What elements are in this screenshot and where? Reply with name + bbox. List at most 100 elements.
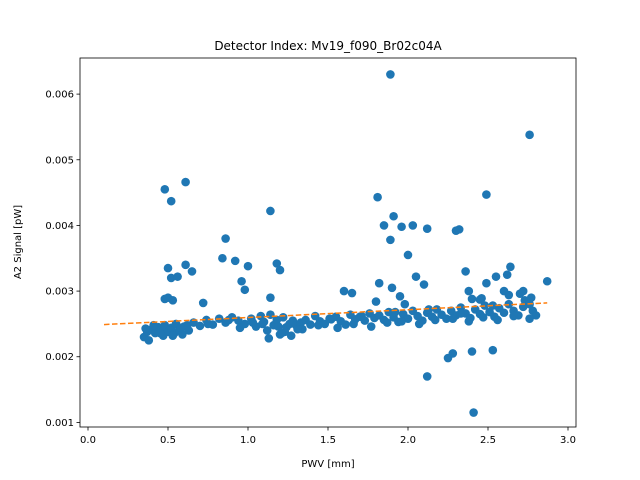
data-point: [357, 311, 366, 321]
x-tick-label: 3.0: [560, 435, 576, 446]
data-point: [422, 224, 432, 234]
data-point: [275, 265, 285, 275]
data-point: [499, 286, 509, 296]
data-point: [173, 272, 182, 281]
data-point: [155, 328, 165, 338]
data-point: [387, 283, 397, 293]
data-point: [414, 319, 424, 329]
x-tick-label: 0.5: [160, 435, 176, 446]
data-point: [349, 319, 358, 329]
data-point: [237, 276, 246, 286]
data-point: [230, 256, 240, 266]
data-point: [475, 295, 485, 304]
data-point: [379, 221, 389, 230]
data-point: [419, 280, 429, 289]
data-point: [144, 336, 154, 345]
data-point: [166, 273, 176, 283]
data-point: [506, 262, 515, 272]
data-point: [168, 295, 178, 305]
data-point: [430, 315, 440, 325]
data-point: [531, 311, 541, 320]
plot-area: [79, 57, 577, 428]
data-point: [235, 323, 245, 333]
y-axis-ticks: 0.001 0.002 0.003 0.004 0.005 0.006: [45, 90, 80, 429]
data-point: [325, 314, 334, 323]
data-point: [493, 315, 502, 325]
data-point: [163, 263, 173, 273]
y-tick-label: 0.006: [45, 90, 74, 101]
data-point: [390, 307, 400, 317]
axes-background: [80, 58, 576, 427]
data-point: [499, 308, 509, 318]
data-point: [502, 270, 512, 279]
data-point: [240, 285, 250, 295]
data-point: [374, 278, 384, 288]
data-point: [274, 322, 283, 331]
data-point: [181, 260, 190, 270]
data-point: [467, 347, 477, 356]
data-point: [258, 319, 267, 329]
data-point: [198, 298, 208, 308]
x-tick-label: 2.0: [400, 435, 416, 446]
data-point: [371, 297, 381, 306]
data-point: [218, 253, 227, 263]
data-point: [195, 321, 205, 331]
data-point: [411, 272, 421, 281]
data-point: [224, 315, 234, 325]
data-point: [482, 190, 491, 199]
data-point: [464, 316, 474, 326]
fit-layer: [103, 302, 548, 326]
data-point: [149, 320, 158, 330]
x-axis-ticks: 0.0 0.5 1.0 1.5 2.0 2.5 3.0: [80, 427, 576, 446]
x-tick-label: 2.5: [480, 435, 496, 446]
data-point: [278, 313, 288, 322]
data-point: [341, 320, 350, 329]
data-point: [491, 272, 501, 281]
data-point: [178, 330, 187, 339]
data-point: [286, 331, 296, 341]
data-point: [386, 235, 395, 245]
data-point: [166, 196, 176, 206]
data-point: [382, 318, 392, 327]
data-point: [525, 314, 534, 323]
data-point: [482, 278, 491, 288]
x-axis-label: PWV [mm]: [301, 459, 354, 470]
data-point: [339, 286, 349, 296]
data-point: [314, 320, 323, 330]
data-point: [293, 324, 302, 334]
y-tick-label: 0.004: [45, 221, 74, 232]
fit-line: [103, 302, 548, 326]
x-tick-label: 0.0: [80, 435, 96, 446]
y-tick-label: 0.003: [45, 287, 74, 298]
y-tick-label: 0.001: [45, 418, 74, 429]
data-point: [203, 319, 213, 329]
data-point: [243, 261, 253, 271]
data-point: [454, 225, 464, 234]
data-point: [176, 323, 186, 333]
data-point: [277, 328, 286, 338]
points-layer: [139, 70, 552, 417]
data-point: [187, 267, 197, 276]
data-point: [403, 250, 413, 260]
data-point: [469, 408, 478, 417]
x-tick-label: 1.0: [240, 435, 256, 446]
data-point: [442, 314, 451, 323]
data-point: [262, 326, 272, 335]
data-point: [248, 318, 258, 327]
y-axis-label: A2 Signal [pW]: [13, 205, 24, 279]
data-point: [168, 331, 178, 341]
data-point: [264, 334, 274, 343]
data-point: [389, 211, 398, 221]
data-point: [386, 70, 395, 79]
data-point: [509, 311, 518, 321]
data-point: [397, 222, 406, 232]
data-point: [526, 293, 536, 302]
data-point: [488, 345, 498, 355]
chart-title: Detector Index: Mv19_f090_Br02c04A: [214, 39, 442, 53]
data-point: [397, 316, 406, 326]
data-point: [456, 309, 466, 318]
data-point: [467, 294, 477, 304]
data-point: [400, 299, 410, 309]
data-point: [272, 259, 282, 268]
